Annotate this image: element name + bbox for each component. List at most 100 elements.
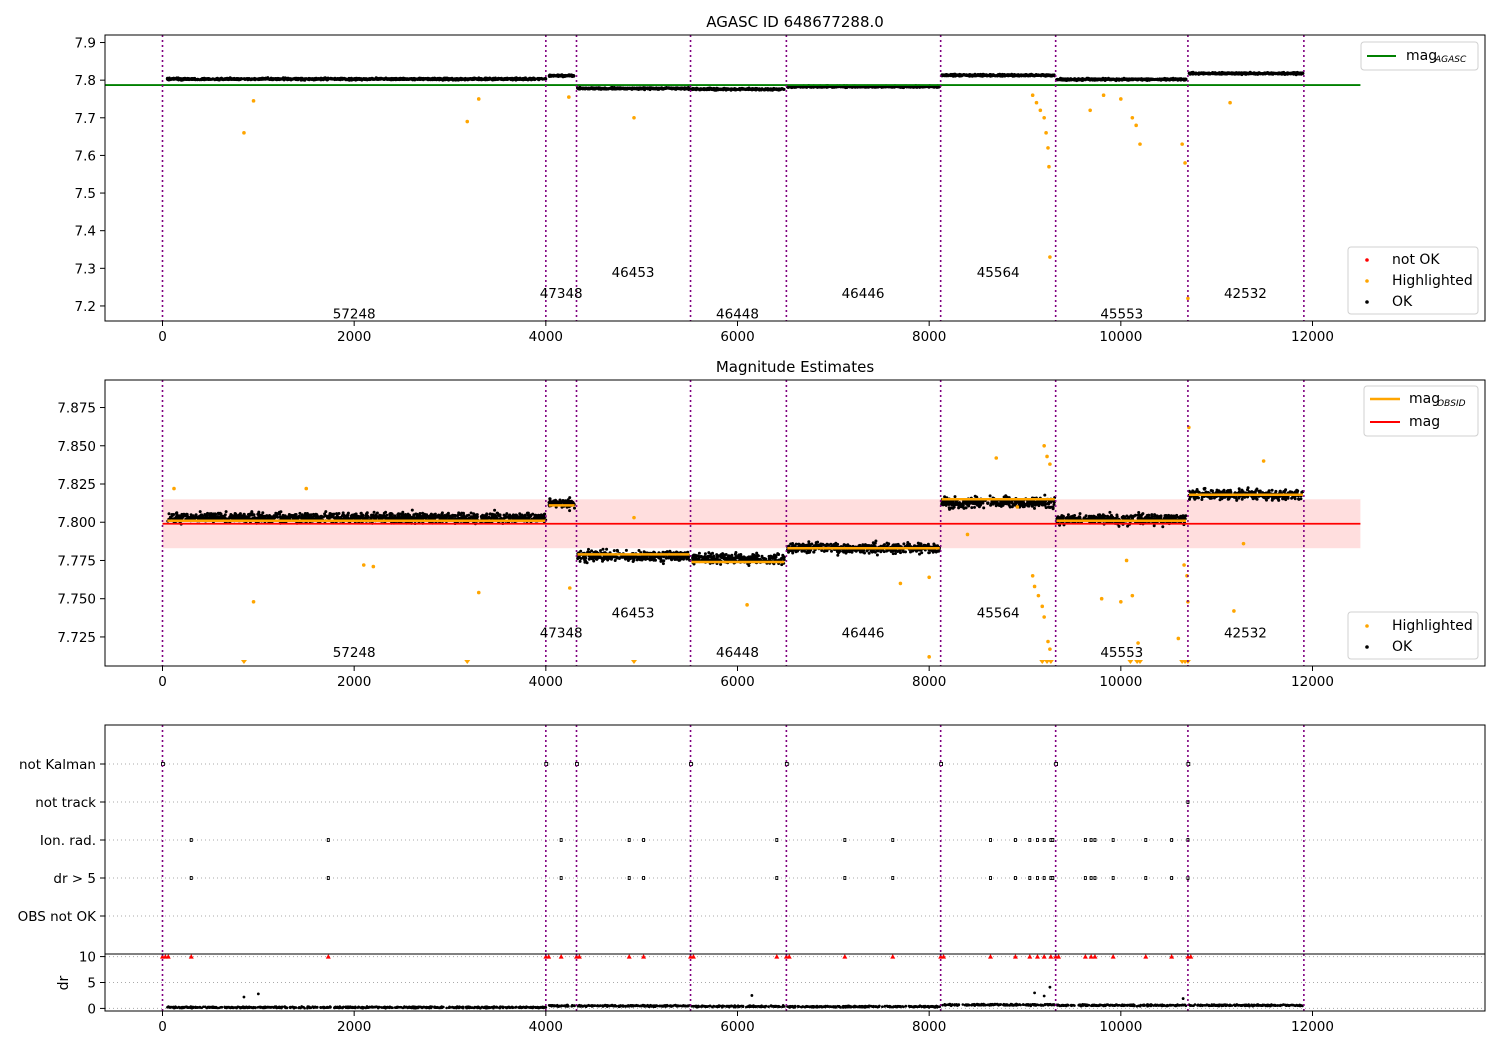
top-highlighted-point (1119, 97, 1123, 101)
middle-ok-point (274, 511, 278, 515)
top-ok-point (338, 77, 342, 80)
top-ok-point (303, 77, 307, 81)
middle-ok-point (384, 510, 388, 514)
top-obsid-label: 45553 (1100, 306, 1143, 322)
top-ok-point (1010, 72, 1014, 76)
top-highlighted-point (1101, 93, 1106, 98)
middle-ok-point (380, 516, 384, 520)
middle-ok-point (198, 510, 202, 514)
top-ok-point (1248, 70, 1252, 74)
top-ok-point (317, 77, 321, 81)
top-ok-point (1087, 77, 1091, 81)
top-ok-point (1138, 77, 1142, 81)
middle-ok-point (199, 513, 203, 517)
middle-ok-point (167, 512, 171, 516)
top-ok-point (210, 77, 214, 81)
top-ok-point (1263, 72, 1267, 76)
middle-ok-point (323, 512, 327, 516)
top-ok-point (965, 73, 969, 77)
top-ok-point (666, 86, 670, 90)
top-ok-point (756, 87, 760, 91)
top-ok-point (355, 77, 359, 81)
top-ok-point (640, 86, 644, 90)
top-ok-point (425, 77, 429, 81)
middle-ok-point (330, 512, 334, 516)
middle-ok-point (224, 510, 228, 514)
middle-ok-point (451, 513, 455, 517)
top-ok-point (747, 87, 751, 91)
top-ok-point (331, 77, 335, 81)
top-ok-point (679, 86, 683, 90)
middle-ok-point (291, 514, 295, 518)
top-obsid-label: 42532 (1224, 286, 1267, 302)
top-ok-point (789, 85, 793, 89)
top-highlighted-point (1046, 146, 1050, 150)
top-ok-point (693, 87, 697, 91)
top-ok-point (661, 87, 665, 91)
top-ok-point (397, 77, 401, 81)
middle-ok-point (216, 511, 220, 515)
top-ok-point (176, 77, 180, 81)
middle-ok-point (472, 514, 476, 518)
top-ok-point (180, 77, 184, 81)
top-ok-point (1291, 71, 1295, 75)
top-ok-point (1213, 72, 1217, 75)
top-ok-point (230, 77, 234, 81)
top-ok-point (381, 77, 384, 81)
top-ok-point (476, 77, 480, 81)
top-highlighted-point (1044, 131, 1048, 135)
top-ok-point (759, 88, 763, 92)
middle-ok-point (330, 515, 334, 519)
middle-ok-point (534, 513, 538, 517)
top-ok-point (581, 87, 585, 91)
top-ok-point (413, 78, 417, 82)
top-ok-point (1166, 77, 1170, 81)
top-ok-point (294, 77, 297, 81)
top-highlighted-point (1138, 142, 1142, 146)
middle-ok-point (377, 516, 381, 520)
middle-ok-point (178, 516, 182, 520)
top-ok-point (1153, 78, 1157, 82)
top-ok-point (1025, 73, 1029, 77)
top-highlighted-point (1034, 100, 1039, 105)
top-highlighted-point (251, 99, 256, 103)
top-ok-point (500, 76, 503, 80)
top-ok-point (431, 77, 435, 81)
top-ok-point (1161, 78, 1165, 82)
top-ok-point (1118, 78, 1122, 81)
middle-ok-point (375, 511, 379, 515)
top-ok-point (1115, 77, 1119, 81)
top-ok-point (541, 77, 545, 81)
middle-ok-point (429, 515, 433, 519)
top-ok-point (623, 87, 627, 91)
top-ok-point (1017, 73, 1021, 77)
top-legend-notok-marker (1365, 258, 1369, 262)
top-ok-point (247, 77, 251, 80)
middle-ok-point (515, 514, 519, 518)
middle-ok-point (209, 512, 213, 516)
middle-ok-point (220, 515, 223, 519)
top-obsid-label: 46453 (612, 265, 655, 281)
top-ok-point (780, 87, 783, 91)
middle-ok-point (253, 516, 257, 519)
top-ok-point (1191, 71, 1195, 75)
top-ok-point (375, 77, 379, 81)
middle-ok-point (358, 515, 362, 519)
middle-ok-point (505, 512, 509, 516)
middle-ok-point (374, 516, 377, 520)
top-ytick-label: 7.8 (75, 73, 96, 89)
middle-ok-point (458, 516, 462, 520)
top-ok-point (561, 75, 565, 79)
middle-ok-point (568, 509, 572, 513)
middle-ok-point (345, 516, 349, 520)
top-legend-highlighted-label: Highlighted (1392, 273, 1473, 289)
top-ok-point (887, 85, 891, 89)
middle-ok-point (258, 513, 262, 517)
top-ok-point (1223, 72, 1227, 76)
top-ok-point (537, 77, 541, 81)
top-ytick-label: 7.6 (75, 148, 96, 164)
top-ok-point (1158, 77, 1162, 81)
top-ok-point (843, 85, 847, 89)
